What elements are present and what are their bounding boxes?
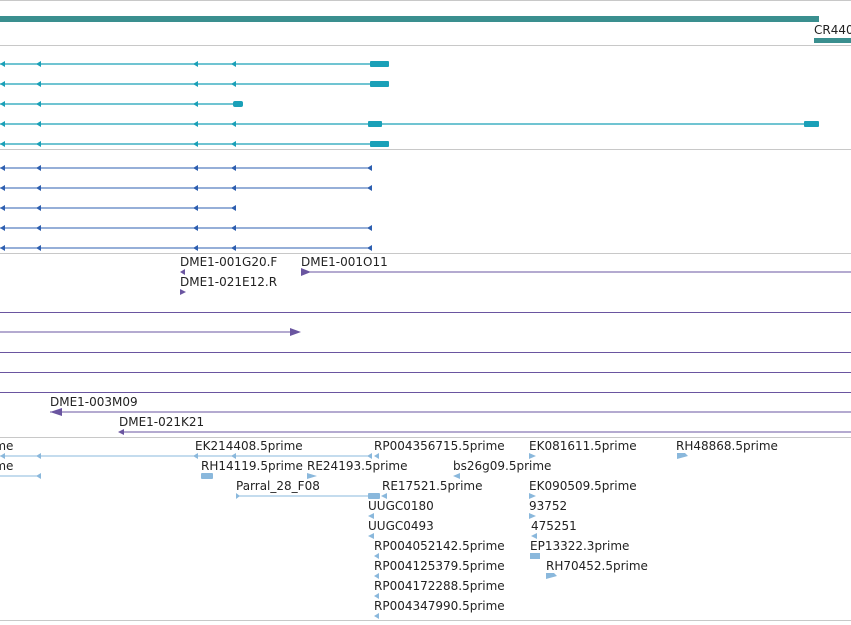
est-feature-uugc0493[interactable]	[368, 533, 374, 539]
est-label-uugc0493[interactable]: UUGC0493	[368, 519, 434, 533]
est-feature-ek090509[interactable]	[529, 493, 536, 499]
cds-5[interactable]	[0, 245, 372, 251]
est-label-ek090509[interactable]: EK090509.5prime	[529, 479, 637, 493]
gene-bar[interactable]	[0, 16, 819, 22]
est-label-rp004125379[interactable]: RP004125379.5prime	[374, 559, 505, 573]
est-label-rh48868[interactable]: RH48868.5prime	[676, 439, 778, 453]
est-feature-rh70452[interactable]	[546, 573, 557, 579]
bac-feature-e12[interactable]	[180, 289, 186, 295]
gene-label-cr440[interactable]: CR440	[814, 23, 851, 37]
est-label-ep13322[interactable]: EP13322.3prime	[530, 539, 630, 553]
est-feature-rh48868[interactable]	[677, 453, 688, 459]
est-label-rh14119[interactable]: RH14119.5prime	[201, 459, 303, 473]
est-label-uugc0180[interactable]: UUGC0180	[368, 499, 434, 513]
cds-3[interactable]	[0, 205, 236, 211]
est-label-93752[interactable]: 93752	[529, 499, 568, 513]
est-label-475251[interactable]: 475251	[531, 519, 577, 533]
est-feature-ek081611[interactable]	[529, 453, 536, 459]
est-label-left-2[interactable]: ime	[0, 459, 14, 473]
bac-label-001o11[interactable]: DME1-001O11	[301, 255, 388, 269]
bac-label-001g20[interactable]: DME1-001G20.F	[180, 255, 278, 269]
est-feature-93752[interactable]	[529, 513, 536, 519]
est-feature-parral[interactable]	[236, 493, 387, 499]
est-label-rh70452[interactable]: RH70452.5prime	[546, 559, 648, 573]
est-feature-uugc0180[interactable]	[368, 513, 374, 519]
est-label-rp004052142[interactable]: RP004052142.5prime	[374, 539, 505, 553]
est-feature-rp004172288[interactable]	[374, 593, 379, 599]
bac-track	[0, 268, 851, 435]
est-feature-re24193[interactable]	[307, 473, 317, 479]
est-left-2[interactable]	[0, 473, 41, 479]
est-feature-rh14119[interactable]	[201, 473, 213, 479]
est-feature-rp004125379[interactable]	[374, 573, 379, 579]
est-label-rp004172288[interactable]: RP004172288.5prime	[374, 579, 505, 593]
est-feature-rp004347990[interactable]	[374, 613, 379, 619]
est-label-parral[interactable]: Parral_28_F08	[236, 479, 320, 493]
bac-feature-o11[interactable]	[301, 268, 851, 276]
transcript-1[interactable]	[0, 61, 389, 67]
bac-label-021k21[interactable]: DME1-021K21	[119, 415, 205, 429]
est-feature-ep13322[interactable]	[530, 553, 540, 559]
est-left-1[interactable]	[0, 453, 379, 459]
est-feature-rp004052142[interactable]	[374, 553, 379, 559]
est-label-ek081611[interactable]: EK081611.5prime	[529, 439, 637, 453]
bac-feature[interactable]	[0, 328, 301, 336]
est-label-rp004356715[interactable]: RP004356715.5prime	[374, 439, 505, 453]
bac-feature-k21[interactable]	[118, 429, 851, 435]
bac-label-021e12[interactable]: DME1-021E12.R	[180, 275, 278, 289]
est-track	[0, 453, 688, 619]
cds-1[interactable]	[0, 165, 372, 171]
transcript-track	[0, 61, 819, 147]
cds-track	[0, 165, 372, 251]
est-label-bs26g09[interactable]: bs26g09.5prime	[453, 459, 552, 473]
est-feature-bs26g09[interactable]	[453, 473, 460, 479]
gene-bar-cr440[interactable]	[814, 38, 851, 43]
est-label-ek214408[interactable]: EK214408.5prime	[195, 439, 303, 453]
est-label-rp004347990[interactable]: RP004347990.5prime	[374, 599, 505, 613]
bac-label-003m09[interactable]: DME1-003M09	[50, 395, 138, 409]
est-feature-475251[interactable]	[531, 533, 537, 539]
transcript-4[interactable]	[0, 121, 819, 127]
cds-4[interactable]	[0, 225, 372, 231]
transcript-3[interactable]	[0, 101, 243, 107]
est-label-re17521[interactable]: RE17521.5prime	[382, 479, 483, 493]
est-label-left-1[interactable]: ime	[0, 439, 14, 453]
est-label-re24193[interactable]: RE24193.5prime	[307, 459, 408, 473]
transcript-5[interactable]	[0, 141, 389, 147]
bac-feature-m09[interactable]	[50, 408, 851, 416]
bac-feature-g20[interactable]	[180, 269, 185, 275]
cds-2[interactable]	[0, 185, 372, 191]
transcript-2[interactable]	[0, 81, 389, 87]
